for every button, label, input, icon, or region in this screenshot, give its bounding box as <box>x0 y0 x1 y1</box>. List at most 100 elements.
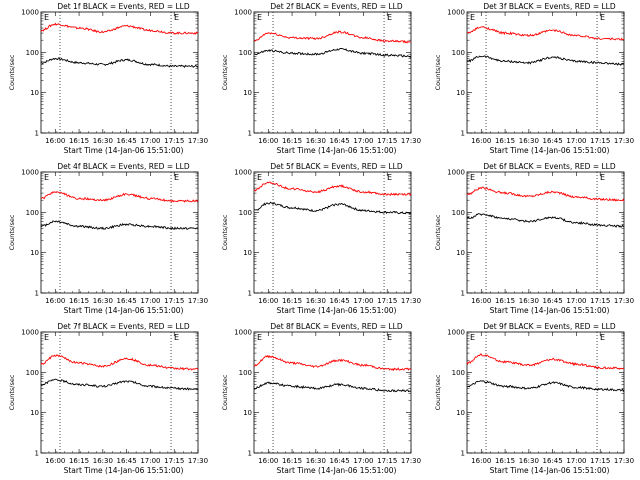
x-tick-label: 16:45 <box>117 457 137 465</box>
y-axis-label: Counts/sec <box>221 214 229 250</box>
x-tick-label: 17:00 <box>140 297 160 305</box>
chart-svg: Det 8f BLACK = Events, RED = LLD Counts/s… <box>221 322 421 475</box>
corner-mark: E <box>174 13 179 22</box>
x-tick-label: 16:15 <box>69 457 89 465</box>
x-tick-label: 17:15 <box>377 457 397 465</box>
x-tick-label: 17:15 <box>377 297 397 305</box>
x-axis-label: Start Time (14-Jan-06 15:51:00) <box>277 146 397 155</box>
y-tick-label: 100 <box>239 49 252 57</box>
x-tick-label: 16:45 <box>330 457 350 465</box>
y-tick-label: 100 <box>239 209 252 217</box>
y-tick-label: 1000 <box>447 169 465 177</box>
chart-title: Det 9f BLACK = Events, RED = LLD <box>483 322 616 331</box>
lld-series-line <box>253 181 412 196</box>
detector-panel: Det 8f BLACK = Events, RED = LLD Counts/s… <box>213 320 426 480</box>
x-tick-label: 16:30 <box>306 297 326 305</box>
events-series-line <box>253 381 412 393</box>
x-tick-label: 16:15 <box>282 297 302 305</box>
x-tick-label: 16:15 <box>495 137 515 145</box>
x-axis-label: Start Time (14-Jan-06 15:51:00) <box>64 466 184 475</box>
plot-frame <box>253 331 412 454</box>
y-tick-label: 100 <box>452 369 465 377</box>
detector-panel: Det 3f BLACK = Events, RED = LLD Counts/s… <box>426 0 639 160</box>
x-tick-label: 16:45 <box>330 137 350 145</box>
lld-series-line <box>253 30 411 44</box>
x-tick-label: 16:30 <box>93 457 113 465</box>
y-tick-label: 100 <box>452 209 465 217</box>
x-tick-label: 16:45 <box>330 297 350 305</box>
chart-title: Det 8f BLACK = Events, RED = LLD <box>270 322 403 331</box>
x-tick-label: 16:15 <box>282 457 302 465</box>
x-tick-label: 17:15 <box>164 297 184 305</box>
corner-mark: E <box>387 13 392 22</box>
x-tick-label: 17:00 <box>140 137 160 145</box>
y-axis-label: Counts/sec <box>8 54 16 90</box>
chart-svg: Det 6f BLACK = Events, RED = LLD Counts/s… <box>434 162 634 315</box>
y-tick-label: 10 <box>243 89 252 97</box>
corner-mark: E <box>387 333 392 342</box>
chart-title: Det 7f BLACK = Events, RED = LLD <box>57 322 190 331</box>
y-axis-label: Counts/sec <box>8 214 16 250</box>
events-series-line <box>253 201 412 215</box>
lld-series-line <box>253 354 412 372</box>
corner-mark: E <box>174 333 179 342</box>
corner-mark: E <box>174 173 179 182</box>
x-tick-label: 16:15 <box>282 137 302 145</box>
lld-series-line <box>40 191 199 203</box>
x-tick-label: 16:30 <box>306 137 326 145</box>
x-axis-label: Start Time (14-Jan-06 15:51:00) <box>277 466 397 475</box>
events-series-line <box>40 220 199 230</box>
x-tick-label: 16:30 <box>519 297 539 305</box>
x-tick-label: 16:45 <box>117 137 137 145</box>
y-tick-label: 1 <box>248 130 252 138</box>
chart-svg: Det 2f BLACK = Events, RED = LLD Counts/s… <box>221 2 421 155</box>
y-axis-label: Counts/sec <box>221 374 229 410</box>
corner-mark: E <box>470 173 475 182</box>
x-tick-label: 17:30 <box>188 457 208 465</box>
events-series-line <box>253 47 412 58</box>
plot-frame <box>466 171 625 294</box>
x-tick-label: 16:00 <box>45 297 65 305</box>
corner-mark: E <box>44 333 49 342</box>
corner-mark: E <box>44 173 49 182</box>
x-tick-label: 16:45 <box>543 457 563 465</box>
y-tick-label: 1000 <box>21 169 39 177</box>
x-tick-label: 16:00 <box>45 137 65 145</box>
x-tick-label: 16:00 <box>471 297 491 305</box>
y-tick-label: 1 <box>461 290 465 298</box>
chart-title: Det 4f BLACK = Events, RED = LLD <box>57 162 190 171</box>
detector-panel: Det 7f BLACK = Events, RED = LLD Counts/s… <box>0 320 213 480</box>
x-tick-label: 16:00 <box>258 137 278 145</box>
x-tick-label: 17:00 <box>353 297 373 305</box>
chart-svg: Det 4f BLACK = Events, RED = LLD Counts/s… <box>8 162 208 315</box>
y-tick-label: 1 <box>461 450 465 458</box>
x-axis-label: Start Time (14-Jan-06 15:51:00) <box>490 306 610 315</box>
detector-panel: Det 1f BLACK = Events, RED = LLD Counts/s… <box>0 0 213 160</box>
x-tick-label: 16:00 <box>471 457 491 465</box>
chart-title: Det 6f BLACK = Events, RED = LLD <box>483 162 616 171</box>
x-axis-label: Start Time (14-Jan-06 15:51:00) <box>64 306 184 315</box>
x-tick-label: 17:00 <box>140 457 160 465</box>
y-tick-label: 100 <box>26 209 39 217</box>
corner-mark: E <box>600 333 605 342</box>
x-tick-label: 16:00 <box>258 297 278 305</box>
x-tick-label: 17:30 <box>188 297 208 305</box>
y-tick-label: 1000 <box>234 9 252 17</box>
detector-panel: Det 2f BLACK = Events, RED = LLD Counts/s… <box>213 0 426 160</box>
x-tick-label: 16:00 <box>258 457 278 465</box>
chart-svg: Det 5f BLACK = Events, RED = LLD Counts/s… <box>221 162 421 315</box>
y-axis-label: Counts/sec <box>434 54 442 90</box>
x-tick-label: 17:00 <box>566 457 586 465</box>
chart-title: Det 5f BLACK = Events, RED = LLD <box>270 162 403 171</box>
lld-series-line <box>40 22 199 35</box>
detector-panel: Det 4f BLACK = Events, RED = LLD Counts/s… <box>0 160 213 320</box>
y-axis-label: Counts/sec <box>434 374 442 410</box>
x-tick-label: 16:45 <box>543 137 563 145</box>
y-tick-label: 10 <box>456 89 465 97</box>
corner-mark: E <box>600 173 605 182</box>
x-tick-label: 16:15 <box>69 137 89 145</box>
y-tick-label: 1000 <box>21 9 39 17</box>
y-tick-label: 10 <box>30 249 39 257</box>
x-tick-label: 16:30 <box>93 297 113 305</box>
corner-mark: E <box>257 333 262 342</box>
